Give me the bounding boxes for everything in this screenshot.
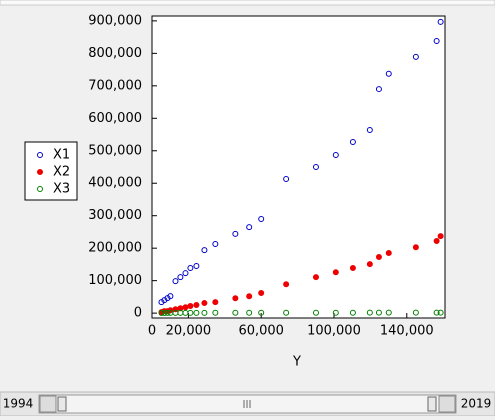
point — [164, 309, 171, 316]
point — [201, 309, 208, 316]
point — [375, 309, 382, 316]
point — [433, 309, 440, 316]
point — [212, 299, 219, 306]
point — [177, 274, 184, 281]
slider-left-thumb[interactable] — [57, 396, 67, 412]
point — [437, 309, 444, 316]
point — [212, 240, 219, 247]
point — [366, 126, 373, 133]
point — [385, 250, 392, 257]
point — [212, 309, 219, 316]
legend-marker — [37, 152, 43, 158]
x-tick-label: 0 — [148, 324, 156, 339]
legend-marker — [37, 186, 43, 192]
point — [385, 309, 392, 316]
point — [232, 295, 239, 302]
point — [167, 293, 174, 300]
point — [412, 309, 419, 316]
point — [187, 264, 194, 271]
point — [258, 215, 265, 222]
point — [349, 264, 356, 271]
x-tick-label: 140,000 — [380, 324, 434, 339]
point — [375, 253, 382, 260]
slider-left-button[interactable] — [39, 395, 57, 413]
point — [437, 233, 444, 240]
point — [283, 176, 290, 183]
point — [312, 309, 319, 316]
plot-area — [151, 15, 446, 319]
point — [366, 309, 373, 316]
x-tick-label: 100,000 — [307, 324, 361, 339]
y-tick-label: 300,000 — [88, 208, 142, 223]
point — [332, 269, 339, 276]
point — [349, 138, 356, 145]
point — [433, 238, 440, 245]
y-tick-label: 500,000 — [88, 143, 142, 158]
slider-start: 1994 — [3, 397, 34, 411]
y-tick-label: 0 — [134, 306, 142, 321]
legend-label: X3 — [53, 182, 70, 197]
x-axis-label: Y — [292, 355, 301, 370]
point — [201, 300, 208, 307]
point — [172, 278, 179, 285]
point — [332, 151, 339, 158]
point — [187, 302, 194, 309]
point — [385, 70, 392, 77]
point — [193, 302, 200, 309]
point — [258, 289, 265, 296]
point — [246, 309, 253, 316]
point — [232, 309, 239, 316]
y-tick-label: 200,000 — [88, 241, 142, 256]
point — [193, 309, 200, 316]
point — [412, 244, 419, 251]
y-tick-label: 400,000 — [88, 176, 142, 191]
legend — [24, 141, 78, 201]
x-tick-label: 20,000 — [166, 324, 212, 339]
point — [182, 270, 189, 277]
slider-right-thumb[interactable] — [427, 396, 437, 412]
y-tick-label: 100,000 — [88, 273, 142, 288]
point — [161, 309, 168, 316]
point — [246, 224, 253, 231]
slider-end: 2019 — [461, 397, 492, 411]
point — [437, 18, 444, 25]
point — [412, 53, 419, 60]
slider-grip — [243, 400, 251, 408]
y-tick-label: 600,000 — [88, 111, 142, 126]
point — [332, 309, 339, 316]
point — [187, 309, 194, 316]
point — [258, 309, 265, 316]
point — [283, 281, 290, 288]
point — [201, 247, 208, 254]
point — [366, 261, 373, 268]
point — [375, 86, 382, 93]
point — [312, 164, 319, 170]
point — [312, 274, 319, 281]
top-strip — [0, 0, 495, 6]
legend-marker — [37, 169, 43, 175]
point — [182, 304, 189, 311]
legend-label: X1 — [53, 148, 70, 163]
point — [158, 309, 165, 316]
y-tick-label: 700,000 — [88, 78, 142, 93]
point — [349, 309, 356, 316]
point — [232, 230, 239, 237]
point — [246, 293, 253, 300]
legend-label: X2 — [53, 165, 70, 180]
slider-right-button[interactable] — [438, 395, 456, 413]
x-tick-label: 60,000 — [238, 324, 284, 339]
y-tick-label: 800,000 — [88, 46, 142, 61]
point — [283, 309, 290, 316]
point — [433, 38, 440, 45]
y-tick-label: 900,000 — [88, 13, 142, 28]
point — [193, 263, 200, 270]
